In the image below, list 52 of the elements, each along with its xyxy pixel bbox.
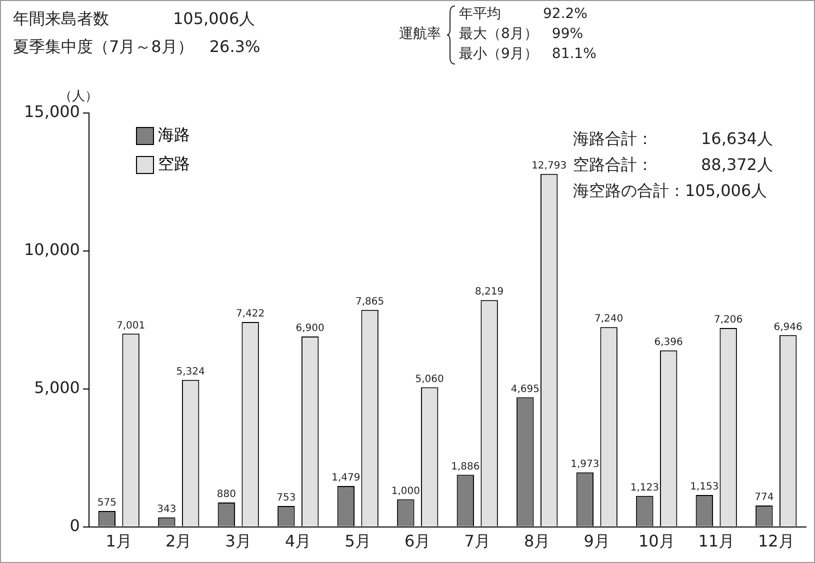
text: 最小（9月） 81.1% [459,45,596,63]
x-tick-label: 5月 [344,532,371,551]
data-label: 12,793 [532,160,567,172]
data-label: 6,946 [774,322,802,333]
data-label: 343 [157,504,176,515]
data-label: 1,973 [570,458,600,470]
x-tick-label: 9月 [584,532,610,551]
data-label: 7,865 [355,296,384,308]
data-label: 4,695 [510,384,540,395]
legend-label: 海路 [157,125,190,146]
data-label: 7,422 [236,308,265,320]
x-tick-label: 3月 [225,532,252,551]
x-tick-label: 7月 [464,532,490,551]
x-tick-label: 4月 [285,532,312,551]
text: 年間来島者数 105,006人 [13,9,256,30]
annotation: 空路合計： 88,372人 [573,155,773,176]
data-label: 1,153 [690,482,719,493]
x-tick-label: 6月 [404,532,431,551]
data-label: 8,219 [475,286,504,298]
text: 年平均 92.2% [459,5,588,23]
data-label: 1,479 [332,472,360,484]
x-tick-label: 10月 [638,532,675,551]
annotation: 海空路の合計：105,006人 [573,181,768,202]
data-label: 6,900 [296,323,324,334]
data-label: 1,886 [451,461,480,472]
y-axis-title: （人） [59,88,98,105]
data-label: 7,206 [714,314,743,326]
x-tick-label: 8月 [524,532,550,551]
data-label: 753 [276,492,296,504]
data-label: 6,396 [654,336,683,348]
y-tick-label: 15,000 [24,102,80,122]
data-label: 1,000 [391,486,420,497]
data-label: 1,123 [630,482,659,494]
data-label: 5,060 [415,374,444,385]
text: 運航率 [399,25,441,43]
data-label: 7,240 [594,314,624,325]
data-label: 5,324 [176,366,205,378]
y-tick-label: 5,000 [34,378,80,398]
annotation: 海路合計： 16,634人 [573,129,773,150]
text: 最大（8月） 99% [459,25,584,43]
y-tick-label: 0 [70,516,80,535]
x-tick-label: 12月 [758,532,794,551]
legend-label: 空路 [157,154,190,175]
x-tick-label: 11月 [698,532,735,551]
data-label: 880 [216,489,236,500]
data-label: 7,001 [116,320,146,332]
y-tick-label: 10,000 [24,240,80,260]
x-tick-label: 2月 [166,532,192,551]
text: 夏季集中度（7月～8月） 26.3% [13,37,260,58]
data-label: 575 [97,498,116,509]
data-label: 774 [754,492,774,504]
x-tick-label: 1月 [106,532,132,551]
